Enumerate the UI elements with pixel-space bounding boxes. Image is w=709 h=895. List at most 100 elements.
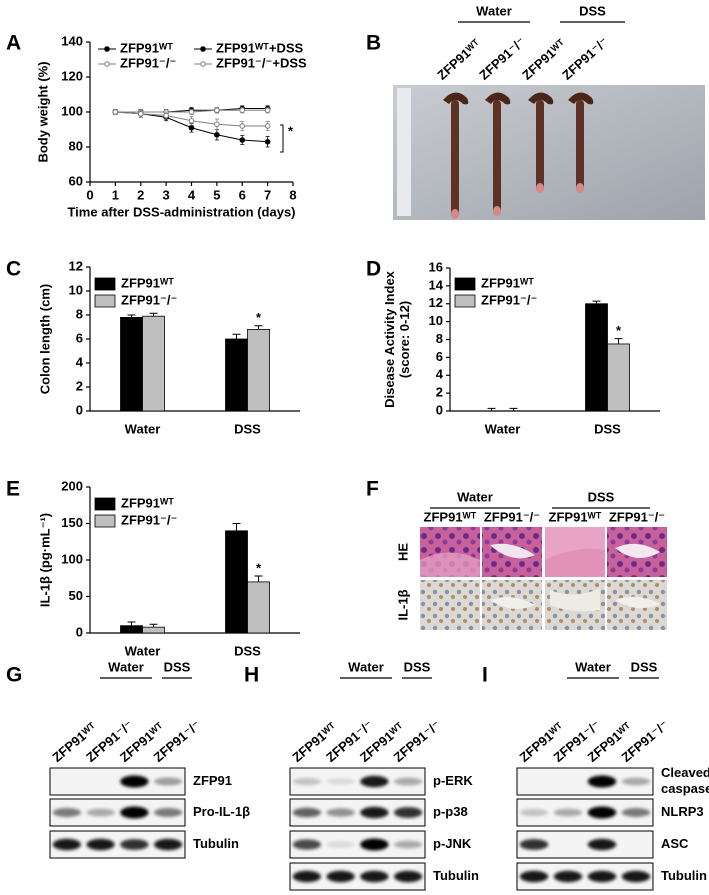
blot-band: [587, 806, 617, 819]
y-tick-label: 100: [61, 103, 83, 118]
y-tick-label: 16: [429, 259, 443, 274]
group-label: DSS: [588, 489, 615, 504]
y-tick-label: 14: [429, 277, 444, 292]
y-tick-label: 100: [61, 551, 83, 566]
x-tick-label: Water: [485, 421, 521, 436]
point-marker: [163, 112, 169, 119]
y-tick-label: 0: [76, 402, 83, 417]
lane-label: ZFP91ᵂᵀ: [434, 36, 484, 83]
blot-band: [52, 838, 82, 851]
group-label: DSS: [631, 659, 658, 674]
blot-band: [326, 870, 355, 883]
blot-band: [360, 806, 389, 819]
group-label: DSS: [164, 659, 191, 674]
blot-band: [153, 838, 183, 851]
panel-label: H: [244, 664, 259, 687]
error-bar: [149, 623, 158, 628]
y-tick-label: 80: [69, 138, 83, 153]
x-tick-label: 2: [137, 187, 144, 202]
x-axis-label: Time after DSS-administration (days): [67, 204, 295, 219]
row-label: Tubulin: [193, 836, 239, 851]
legend-swatch: [454, 294, 476, 308]
point-marker: [264, 123, 271, 129]
point-marker: [188, 117, 195, 124]
bar: [225, 530, 248, 634]
column-label: ZFP91⁻/⁻: [484, 509, 540, 524]
column-label: ZFP91⁻/⁻: [609, 509, 665, 524]
legend-label: ZFP91⁻/⁻: [120, 55, 176, 70]
blot-band: [553, 870, 583, 883]
y-tick-label: 8: [436, 331, 443, 346]
legend-label: ZFP91ᵂᵀ: [120, 40, 173, 55]
point-marker: [112, 109, 119, 115]
panel-label: B: [366, 32, 381, 55]
annotation-bracket: [280, 124, 284, 153]
annotation: *: [616, 323, 622, 338]
error-bar: [149, 312, 158, 317]
blot-band: [393, 807, 423, 818]
panel-label: I: [482, 664, 488, 687]
legend-swatch: [454, 277, 476, 291]
bar: [247, 328, 270, 412]
bar: [225, 338, 248, 412]
colon-specimen: [536, 100, 544, 192]
legend-label: ZFP91ᵂᵀ+DSS: [216, 40, 304, 55]
blot-band: [360, 870, 389, 883]
error-bar: [592, 300, 601, 304]
error-bar: [487, 407, 496, 411]
blot-band: [326, 778, 355, 785]
colon-specimen: [576, 100, 584, 192]
lane-label: ZFP91⁻/⁻: [476, 34, 528, 83]
bar: [585, 303, 608, 412]
panel-label: D: [366, 258, 381, 281]
y-tick-label: 10: [429, 313, 443, 328]
error-bar: [614, 338, 623, 344]
x-tick-label: 3: [163, 187, 170, 202]
row-label: Pro-IL-1β: [193, 804, 250, 819]
bar: [142, 626, 165, 634]
blot-band: [292, 870, 322, 883]
blot-band: [519, 808, 549, 817]
panel-label: C: [6, 258, 21, 281]
y-tick-label: 4: [436, 367, 444, 382]
y-tick-label: 12: [429, 295, 443, 310]
y-tick-label: 150: [61, 515, 83, 530]
blot-band: [587, 775, 617, 788]
y-tick-label: 140: [61, 33, 83, 48]
point-marker: [264, 138, 271, 145]
y-tick-label: 200: [61, 478, 83, 493]
group-label: Water: [457, 489, 493, 504]
y-tick-label: 2: [436, 385, 443, 400]
blot-band: [52, 808, 82, 817]
blot-band: [120, 839, 149, 850]
row-label: NLRP3: [661, 804, 704, 819]
group-label: Water: [108, 659, 144, 674]
group-label: DSS: [404, 659, 431, 674]
colon-specimen: [493, 100, 501, 215]
x-tick-label: 7: [264, 187, 271, 202]
blot-band: [621, 777, 651, 786]
blot-band: [360, 838, 389, 851]
colon-tip: [493, 206, 501, 216]
x-tick-label: DSS: [594, 421, 621, 436]
point-marker: [264, 107, 271, 114]
legend-label: ZFP91⁻/⁻: [121, 292, 177, 307]
blot-band: [519, 870, 549, 883]
error-bar: [509, 407, 518, 411]
error-bar: [232, 333, 241, 339]
legend-swatch: [94, 514, 116, 528]
y-tick-label: 120: [61, 68, 83, 83]
y-tick-label: 60: [69, 173, 83, 188]
point-marker: [137, 110, 144, 117]
bar: [142, 315, 165, 412]
colon-specimen: [485, 92, 511, 105]
x-tick-label: DSS: [234, 643, 261, 658]
colon-tip: [576, 183, 584, 193]
row-label: IL-1β: [395, 589, 410, 620]
photo-background: [393, 85, 705, 220]
blot-band: [519, 839, 549, 850]
x-tick-label: 0: [86, 187, 93, 202]
legend-swatch: [94, 277, 116, 291]
column-label: ZFP91ᵂᵀ: [424, 509, 477, 524]
colon-specimen: [528, 92, 554, 105]
